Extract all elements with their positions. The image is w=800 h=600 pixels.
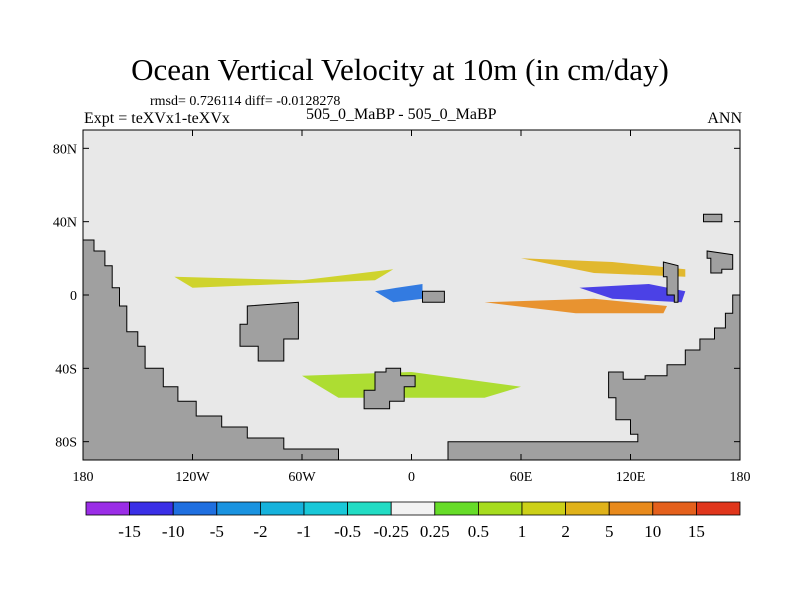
colorbar-swatch — [172, 501, 218, 516]
chart-title: Ocean Vertical Velocity at 10m (in cm/da… — [131, 52, 669, 87]
colorbar-swatch — [347, 501, 392, 516]
land-south-america — [82, 239, 339, 461]
x-tick-label: 120W — [175, 470, 210, 485]
land-australia-antarctica — [447, 294, 741, 461]
colorbar-label: 0.25 — [420, 522, 450, 541]
land-pacific-islet-north — [706, 250, 734, 274]
x-tick-label: 60W — [288, 470, 316, 485]
x-tick-label: 0 — [408, 470, 415, 485]
colorbar-swatch — [565, 501, 610, 516]
anomaly-north-tropical-band — [521, 258, 686, 277]
case-label: 505_0_MaBP - 505_0_MaBP — [306, 106, 497, 123]
land-central-island — [239, 301, 299, 362]
colorbar-swatch — [652, 501, 697, 516]
colorbar-swatch — [696, 501, 741, 516]
season-label: ANN — [707, 110, 742, 127]
land-small-islet-equator — [422, 290, 445, 303]
colorbar-swatch — [434, 501, 479, 516]
colorbar-swatch — [477, 501, 523, 516]
colorbar-swatch — [129, 501, 174, 516]
y-tick-label: 0 — [70, 289, 77, 304]
colorbar-swatch — [521, 501, 566, 516]
colorbar-swatch — [608, 501, 654, 516]
y-tick-label: 40N — [53, 216, 77, 231]
colorbar-label: -0.5 — [334, 522, 361, 541]
colorbar-swatch — [85, 501, 130, 516]
anomaly-deep-pacific-upwelling — [579, 284, 686, 303]
anomaly-equatorial-downwelling — [484, 298, 667, 314]
colorbar-label: 0.5 — [468, 522, 489, 541]
colorbar-label: -2 — [253, 522, 267, 541]
x-tick-label: 120E — [616, 470, 646, 485]
y-tick-label: 80S — [55, 436, 77, 451]
colorbar-label: 15 — [688, 522, 705, 541]
colorbar-label: -1 — [297, 522, 311, 541]
colorbar-swatch — [259, 501, 305, 516]
x-tick-label: 180 — [73, 470, 94, 485]
colorbar-label: 5 — [605, 522, 614, 541]
colorbar-label: 10 — [644, 522, 661, 541]
stats-label: rmsd= 0.726114 diff= -0.0128278 — [150, 94, 341, 109]
colorbar-swatch — [390, 501, 436, 516]
colorbar-label: -10 — [162, 522, 185, 541]
colorbar-label: -5 — [210, 522, 224, 541]
anomaly-mid-atlantic-band — [174, 269, 394, 288]
land-southern-island — [363, 367, 416, 410]
land-northeast-islet — [703, 213, 723, 223]
colorbar-label: 1 — [518, 522, 527, 541]
anomaly-east-pacific-upwelling — [375, 284, 423, 303]
x-tick-label: 180 — [730, 470, 751, 485]
x-tick-label: 60E — [510, 470, 533, 485]
experiment-label: Expt = teXVx1-teXVx — [84, 110, 230, 127]
colorbar-swatch — [303, 501, 348, 516]
y-tick-label: 40S — [55, 362, 77, 377]
land-pacific-spur — [662, 261, 679, 303]
colorbar-label: -15 — [118, 522, 141, 541]
colorbar-label: 2 — [561, 522, 570, 541]
colorbar-swatch — [216, 501, 261, 516]
colorbar-label: -0.25 — [373, 522, 408, 541]
y-tick-label: 80N — [53, 142, 77, 157]
